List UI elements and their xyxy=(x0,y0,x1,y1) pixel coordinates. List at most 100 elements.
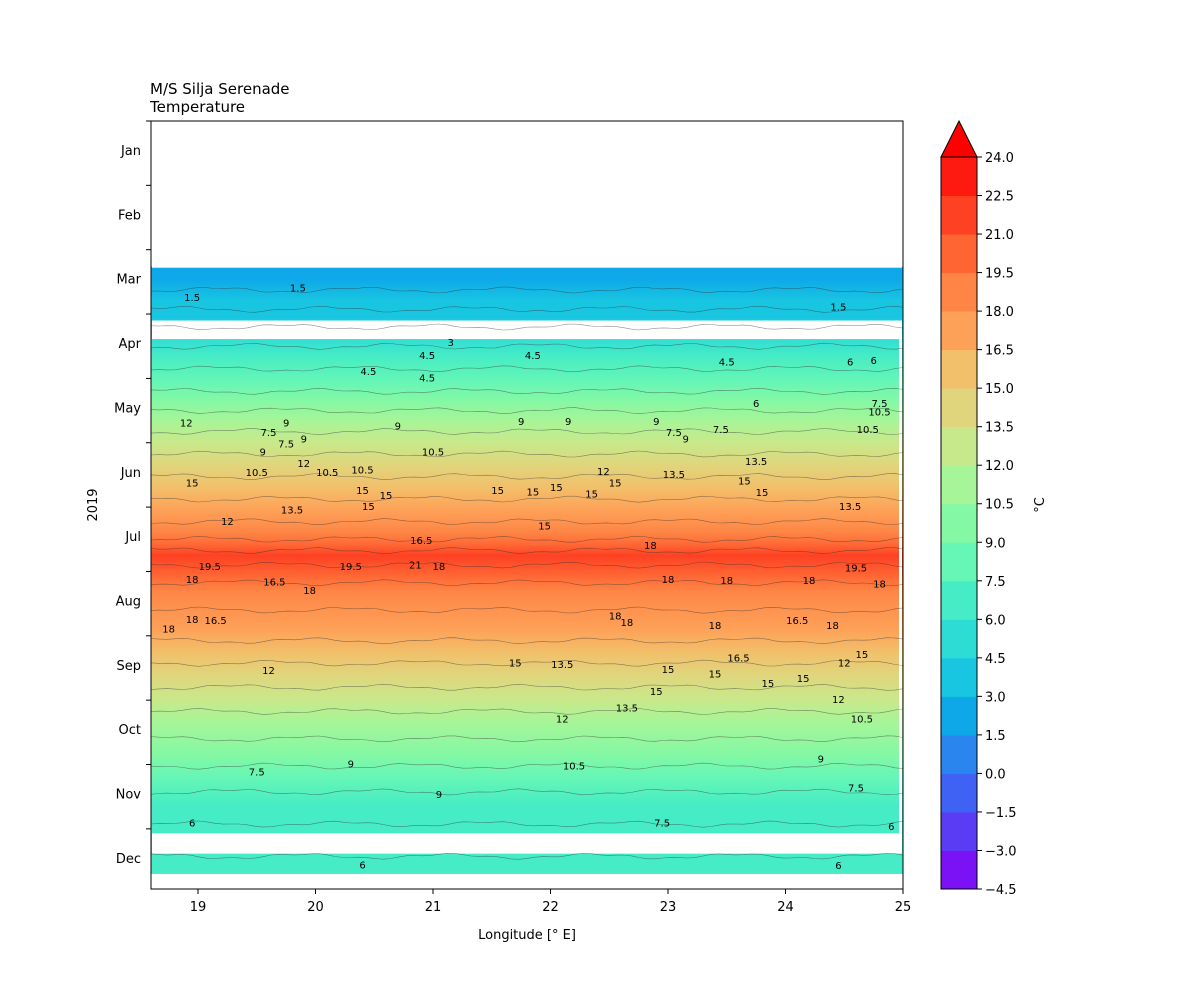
colorbar-segment xyxy=(941,657,977,697)
contour-label: 10.5 xyxy=(422,447,444,458)
contour-label: 9 xyxy=(653,417,659,428)
contour-label: 9 xyxy=(395,422,401,433)
contour-label: 4.5 xyxy=(419,373,435,384)
contour-label: 15 xyxy=(356,486,369,497)
contour-label: 12 xyxy=(221,517,234,528)
colorbar-segment xyxy=(941,195,977,235)
contour-label: 13.5 xyxy=(745,457,767,468)
contour-label: 10.5 xyxy=(246,468,268,479)
colorbar-segment xyxy=(941,311,977,351)
contour-label: 6 xyxy=(847,357,853,368)
contour-label: 6 xyxy=(835,861,841,872)
contour-line xyxy=(151,387,903,395)
y-tick-label: Dec xyxy=(116,852,141,867)
y-axis: Jan Feb Mar Apr May Jun Jul Aug Sep Oct Nov Dec xyxy=(114,120,151,867)
x-tick-label: 19 xyxy=(190,900,207,915)
no-data-gap xyxy=(899,339,902,834)
contour-label: 16.5 xyxy=(786,616,808,627)
contour-label: 18 xyxy=(621,618,634,629)
contour-line xyxy=(151,852,903,860)
no-data-gap xyxy=(152,320,902,340)
y-tick-label: Oct xyxy=(119,723,141,738)
contour-label: 15 xyxy=(797,674,810,685)
contour-line xyxy=(151,535,903,543)
contour-label: 15 xyxy=(762,679,775,690)
contour-label: 4.5 xyxy=(525,351,541,362)
colorbar-tick-label: 24.0 xyxy=(985,151,1014,166)
no-data-gap xyxy=(152,833,902,854)
contour-label: 12 xyxy=(180,418,193,429)
colorbar-tick-label: −1.5 xyxy=(985,806,1017,821)
contour-label: 7.5 xyxy=(872,399,888,410)
contour-label: 12 xyxy=(597,467,610,478)
contour-label: 7.5 xyxy=(713,425,729,436)
y-tick-label: May xyxy=(114,401,141,416)
contour-label: 18 xyxy=(609,612,622,623)
contour-label: 15 xyxy=(585,489,598,500)
contour-label: 13.5 xyxy=(663,470,685,481)
colorbar-tick-label: 9.0 xyxy=(985,536,1006,551)
contour-label: 9 xyxy=(348,760,354,771)
contour-line xyxy=(151,323,903,331)
contour-label: 10.5 xyxy=(868,408,890,419)
no-data-gaps xyxy=(152,122,902,888)
x-axis: 19 20 21 22 23 24 25 xyxy=(190,889,911,915)
colorbar-tick-label: −3.0 xyxy=(985,844,1017,859)
temperature-field-fill xyxy=(151,266,903,874)
y-tick-label: Mar xyxy=(116,273,141,288)
contour-label: 7.5 xyxy=(261,428,277,439)
contour-line xyxy=(151,305,903,313)
contour-label: 15 xyxy=(756,488,769,499)
colorbar-segment xyxy=(941,619,977,659)
colorbar-tick-label: 19.5 xyxy=(985,267,1014,282)
x-tick-label: 20 xyxy=(307,900,324,915)
contour-label: 12 xyxy=(832,695,845,706)
no-data-gap xyxy=(152,875,902,888)
contour-label: 9 xyxy=(283,418,289,429)
contour-label: 9 xyxy=(682,435,688,446)
contour-line xyxy=(151,788,903,796)
colorbar-segment xyxy=(941,272,977,312)
chart-title-line-2: Temperature xyxy=(149,98,245,116)
contour-label: 13.5 xyxy=(839,502,861,513)
contour-label: 1.5 xyxy=(184,293,200,304)
contour-label: 7.5 xyxy=(848,783,864,794)
contour-label: 15 xyxy=(538,521,551,532)
contour-label: 9 xyxy=(565,417,571,428)
chart-title-line-1: M/S Silja Serenade xyxy=(150,80,290,98)
contour-label: 7.5 xyxy=(666,428,682,439)
contour-label: 16.5 xyxy=(263,577,285,588)
contour-label: 21 xyxy=(409,561,422,572)
contour-label: 16.5 xyxy=(410,536,432,547)
contour-label: 9 xyxy=(259,447,265,458)
contour-label: 12 xyxy=(297,459,310,470)
colorbar-extend-arrow xyxy=(940,119,978,158)
contour-label: 15 xyxy=(527,487,540,498)
y-axis-label: 2019 xyxy=(86,488,101,521)
colorbar-segment xyxy=(941,465,977,505)
contour-label: 9 xyxy=(818,754,824,765)
contour-line xyxy=(151,579,903,587)
contour-label: 6 xyxy=(753,399,759,410)
contour-label: 9 xyxy=(518,417,524,428)
contour-label: 10.5 xyxy=(563,761,585,772)
contour-label: 18 xyxy=(433,562,446,573)
contour-label: 19.5 xyxy=(199,562,221,573)
colorbar-tick-label: 21.0 xyxy=(985,228,1014,243)
contour-line xyxy=(151,762,903,770)
x-tick-label: 24 xyxy=(777,900,794,915)
contour-label: 13.5 xyxy=(616,704,638,715)
x-tick-label: 21 xyxy=(425,900,442,915)
contour-line xyxy=(151,407,903,414)
contour-label: 15 xyxy=(738,476,751,487)
y-tick-label: Sep xyxy=(116,659,141,674)
contour-label: 7.5 xyxy=(249,767,265,778)
contour-label: 18 xyxy=(720,576,733,587)
y-tick-label: Aug xyxy=(116,594,141,609)
contour-label: 12 xyxy=(838,659,851,670)
contour-line xyxy=(151,547,903,554)
x-axis-label: Longitude [° E] xyxy=(478,928,576,943)
colorbar-segment xyxy=(941,580,977,620)
plot-frame xyxy=(150,120,904,890)
